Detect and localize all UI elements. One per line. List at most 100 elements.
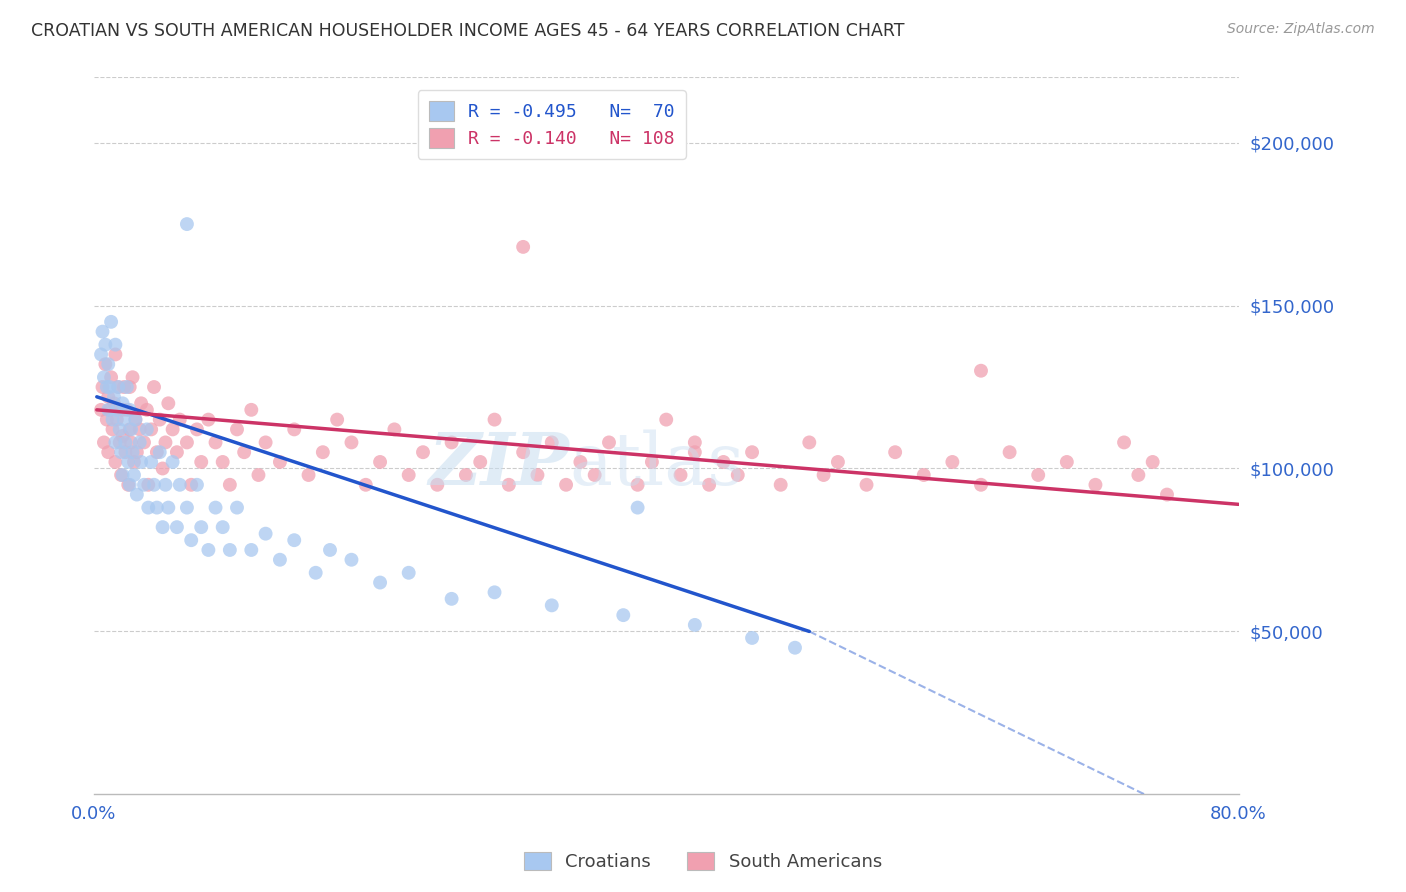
Point: [108, 435, 131, 450]
Point: [93, 370, 115, 384]
Point: [368, 575, 391, 590]
Point: [319, 543, 342, 558]
Point: [149, 412, 172, 426]
Point: [190, 520, 212, 534]
Point: [94, 357, 117, 371]
Point: [340, 553, 363, 567]
Point: [254, 435, 277, 450]
Point: [512, 240, 534, 254]
Point: [598, 435, 620, 450]
Point: [146, 500, 169, 515]
Point: [103, 396, 125, 410]
Point: [398, 566, 420, 580]
Point: [149, 445, 172, 459]
Point: [125, 487, 148, 501]
Point: [197, 543, 219, 558]
Point: [211, 455, 233, 469]
Point: [211, 520, 233, 534]
Point: [398, 468, 420, 483]
Point: [100, 370, 122, 384]
Point: [884, 445, 907, 459]
Point: [105, 412, 128, 426]
Point: [713, 455, 735, 469]
Point: [312, 445, 335, 459]
Point: [998, 445, 1021, 459]
Point: [186, 422, 208, 436]
Point: [117, 477, 139, 491]
Point: [512, 445, 534, 459]
Text: CROATIAN VS SOUTH AMERICAN HOUSEHOLDER INCOME AGES 45 - 64 YEARS CORRELATION CHA: CROATIAN VS SOUTH AMERICAN HOUSEHOLDER I…: [31, 22, 904, 40]
Point: [783, 640, 806, 655]
Point: [283, 422, 305, 436]
Point: [283, 533, 305, 548]
Point: [941, 455, 963, 469]
Point: [118, 422, 141, 436]
Point: [97, 390, 120, 404]
Point: [96, 380, 118, 394]
Point: [146, 445, 169, 459]
Point: [769, 477, 792, 491]
Point: [1056, 455, 1078, 469]
Text: ZIP: ZIP: [427, 429, 569, 500]
Point: [484, 412, 506, 426]
Legend: R = -0.495   N=  70, R = -0.140   N= 108: R = -0.495 N= 70, R = -0.140 N= 108: [418, 90, 686, 159]
Point: [97, 445, 120, 459]
Point: [152, 520, 174, 534]
Point: [368, 455, 391, 469]
Point: [103, 390, 125, 404]
Point: [94, 337, 117, 351]
Point: [970, 364, 993, 378]
Point: [799, 435, 821, 450]
Point: [540, 599, 562, 613]
Point: [104, 435, 127, 450]
Point: [91, 380, 114, 394]
Point: [128, 422, 150, 436]
Point: [155, 477, 177, 491]
Point: [247, 468, 270, 483]
Point: [143, 380, 166, 394]
Point: [354, 477, 377, 491]
Point: [340, 435, 363, 450]
Point: [683, 618, 706, 632]
Point: [1084, 477, 1107, 491]
Legend: Croatians, South Americans: Croatians, South Americans: [516, 845, 890, 879]
Text: atlas: atlas: [569, 429, 744, 500]
Point: [683, 445, 706, 459]
Point: [98, 402, 121, 417]
Point: [683, 435, 706, 450]
Point: [827, 455, 849, 469]
Point: [118, 402, 141, 417]
Point: [129, 396, 152, 410]
Point: [118, 477, 141, 491]
Point: [112, 380, 135, 394]
Point: [169, 412, 191, 426]
Point: [90, 402, 112, 417]
Point: [141, 422, 163, 436]
Point: [100, 315, 122, 329]
Point: [669, 468, 692, 483]
Point: [555, 477, 578, 491]
Point: [152, 461, 174, 475]
Point: [111, 396, 134, 410]
Point: [813, 468, 835, 483]
Point: [162, 422, 184, 436]
Point: [135, 402, 157, 417]
Point: [128, 435, 150, 450]
Point: [326, 412, 349, 426]
Point: [176, 217, 198, 231]
Point: [124, 412, 146, 426]
Point: [218, 477, 240, 491]
Point: [269, 553, 291, 567]
Point: [1112, 435, 1135, 450]
Point: [240, 402, 263, 417]
Point: [117, 455, 139, 469]
Point: [118, 380, 141, 394]
Point: [110, 468, 132, 483]
Point: [186, 477, 208, 491]
Point: [226, 500, 249, 515]
Point: [641, 455, 664, 469]
Point: [741, 631, 763, 645]
Point: [91, 325, 114, 339]
Point: [741, 445, 763, 459]
Point: [426, 477, 449, 491]
